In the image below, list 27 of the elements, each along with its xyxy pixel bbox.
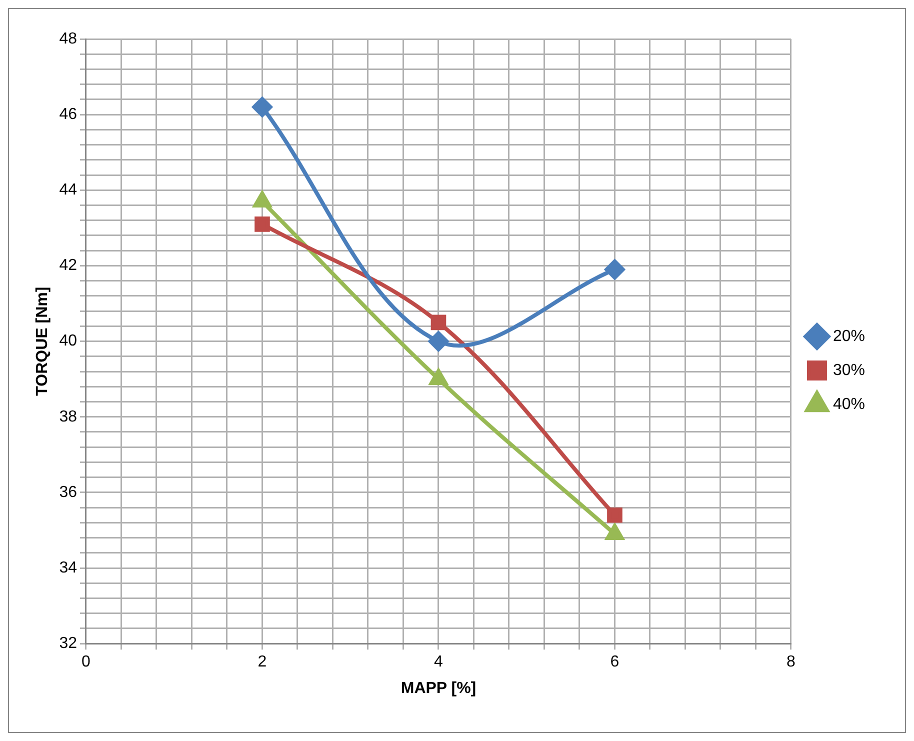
x-tick-label: 6 bbox=[610, 654, 620, 671]
x-tick-label: 0 bbox=[82, 654, 91, 671]
y-tick-label: 40 bbox=[59, 332, 78, 350]
y-tick-label: 46 bbox=[59, 106, 78, 123]
x-tick-label: 8 bbox=[786, 654, 796, 671]
point bbox=[254, 216, 270, 232]
y-tick-label: 32 bbox=[59, 635, 78, 652]
point bbox=[430, 369, 448, 386]
legend-label: 20% bbox=[832, 328, 866, 345]
point bbox=[604, 260, 625, 280]
y-tick-label: 48 bbox=[59, 30, 78, 48]
x-axis-title: MAPP [%] bbox=[400, 680, 476, 697]
y-tick-label: 44 bbox=[59, 182, 78, 199]
point bbox=[430, 314, 446, 330]
legend-label: 40% bbox=[832, 396, 866, 413]
point bbox=[252, 97, 272, 118]
point bbox=[606, 524, 624, 540]
x-tick-label: 4 bbox=[434, 654, 444, 671]
point bbox=[607, 507, 622, 523]
y-tick-label: 36 bbox=[59, 484, 78, 501]
y-tick-label: 42 bbox=[59, 257, 78, 274]
y-axis-title: TORQUE [Nm] bbox=[34, 286, 52, 396]
y-tick-label: 38 bbox=[59, 408, 78, 426]
x-tick-label: 2 bbox=[258, 654, 267, 671]
y-tick-label: 34 bbox=[59, 559, 78, 576]
point bbox=[428, 331, 448, 352]
legend-label: 30% bbox=[832, 362, 866, 379]
